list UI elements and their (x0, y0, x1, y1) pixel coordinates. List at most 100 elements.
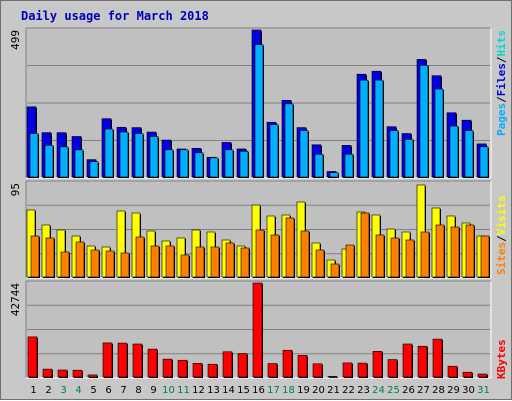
pages-bar (374, 79, 384, 178)
x-tick-label: 22 (342, 385, 355, 396)
x-tick-label: 23 (357, 385, 370, 396)
legend-pages-files-hits-part: / (495, 96, 508, 103)
top-panel: 499 (9, 27, 492, 179)
x-tick-label: 2 (45, 385, 51, 396)
sites-bar (165, 245, 175, 278)
legend-kbytes: KBytes (495, 339, 508, 379)
x-tick-label: 27 (417, 385, 430, 396)
kbytes-bar (162, 358, 173, 378)
sites-bar (60, 251, 70, 278)
sites-bar (330, 263, 340, 278)
x-tick-label: 29 (447, 385, 460, 396)
pages-bar (269, 124, 279, 178)
x-tick-label: 1 (30, 385, 36, 396)
kbytes-bar (42, 368, 53, 378)
kbytes-bar (417, 345, 428, 378)
pages-bar (359, 79, 369, 178)
pages-bar (464, 130, 474, 178)
kbytes-bar (222, 351, 233, 378)
kbytes-bar (147, 348, 158, 378)
bottom-ymax-label: 42744 (9, 283, 22, 316)
pages-bar (344, 153, 354, 178)
sites-bar (450, 226, 460, 278)
sites-bar (405, 239, 415, 278)
pages-bar (224, 149, 234, 178)
sites-bar (150, 245, 160, 278)
x-tick-label: 11 (177, 385, 190, 396)
x-tick-label: 31 (477, 385, 490, 396)
legend-sites-visits-part: Visits (495, 196, 508, 236)
sites-bar (480, 235, 490, 278)
kbytes-bar (447, 365, 458, 378)
x-tick-label: 12 (192, 385, 205, 396)
pages-bar (239, 151, 249, 178)
pages-bar (404, 139, 414, 178)
x-tick-label: 13 (207, 385, 220, 396)
sites-bar (390, 237, 400, 278)
x-tick-label: 16 (252, 385, 265, 396)
pages-bar (284, 103, 294, 178)
x-axis-labels: 1 2 3 4 5 6 7 8 9 10 11 12 13 14 15 16 17 18 19 20 21 22 23 24 2… (30, 385, 490, 396)
legend-sites-visits: Sites/Visits (495, 196, 508, 276)
x-tick-label: 24 (372, 385, 385, 396)
kbytes-bar (327, 376, 338, 378)
pages-bar (389, 130, 399, 178)
x-tick-label: 6 (105, 385, 111, 396)
x-tick-label: 10 (162, 385, 175, 396)
pages-bar (104, 128, 114, 178)
sites-bar (465, 224, 475, 278)
kbytes-bar (297, 355, 308, 378)
kbytes-bar (252, 282, 263, 378)
sites-bar (375, 234, 385, 278)
sites-bar (315, 249, 325, 278)
kbytes-bar (237, 353, 248, 378)
kbytes-bar (432, 338, 443, 378)
kbytes-bar (102, 342, 113, 378)
legend-sites-visits-part: / (495, 235, 508, 242)
kbytes-bar (72, 369, 83, 378)
top-ymax-label: 499 (9, 30, 22, 50)
middle-ymax-label: 95 (9, 183, 22, 196)
legend-pages-files-hits: Pages/Files/Hits (495, 30, 508, 136)
kbytes-bar (207, 363, 218, 378)
sites-bar (435, 224, 445, 278)
sites-bar (300, 230, 310, 278)
sites-bar (420, 231, 430, 278)
kbytes-bar (57, 369, 68, 378)
pages-bar (314, 153, 324, 178)
x-tick-label: 21 (327, 385, 340, 396)
x-tick-label: 8 (135, 385, 141, 396)
sites-bar (90, 249, 100, 278)
x-tick-label: 17 (267, 385, 280, 396)
sites-bar (210, 246, 220, 278)
x-tick-label: 18 (282, 385, 295, 396)
kbytes-bar (357, 362, 368, 378)
x-tick-label: 3 (60, 385, 66, 396)
sites-bar (225, 242, 235, 278)
x-tick-label: 26 (402, 385, 415, 396)
sites-bar (45, 237, 55, 278)
x-tick-label: 20 (312, 385, 325, 396)
sites-bar (255, 229, 265, 278)
kbytes-bar (372, 351, 383, 378)
pages-bar (209, 157, 219, 178)
pages-bar (44, 145, 54, 178)
x-tick-label: 25 (387, 385, 400, 396)
x-tick-label: 28 (432, 385, 445, 396)
kbytes-bar (402, 343, 413, 378)
kbytes-bar (117, 342, 128, 378)
pages-bar (134, 133, 144, 178)
sites-bar (135, 236, 145, 278)
pages-bar (74, 149, 84, 178)
sites-bar (345, 244, 355, 278)
sites-bar (270, 234, 280, 278)
chart-title: Daily usage for March 2018 (21, 9, 209, 23)
pages-bar (29, 133, 39, 178)
sites-bar (285, 217, 295, 278)
x-tick-label: 5 (90, 385, 96, 396)
x-tick-label: 9 (150, 385, 156, 396)
x-tick-label: 15 (237, 385, 250, 396)
kbytes-bar (177, 359, 188, 378)
